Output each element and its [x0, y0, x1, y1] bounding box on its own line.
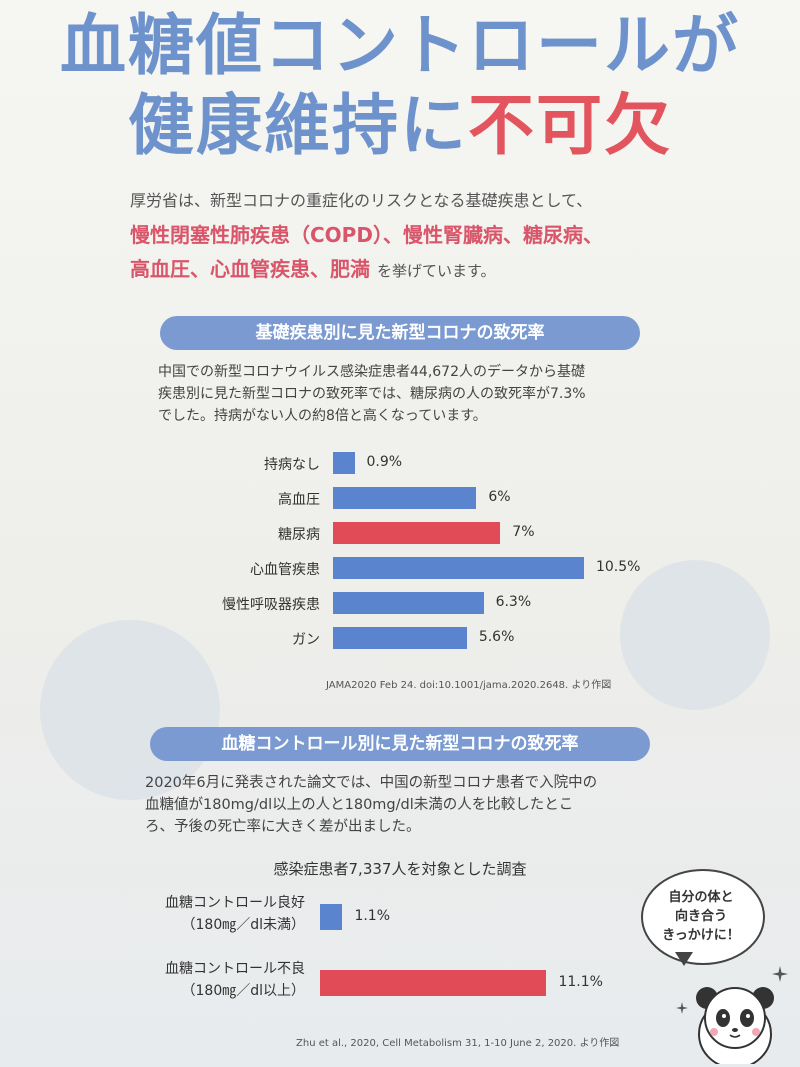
section2-para-line-2: 血糖値が180mg/dl以上の人と180mg/dl未満の人を比較したとこ	[145, 797, 574, 813]
chart-category-label: 血糖コントロール不良 （180㎎／dl以上）	[45, 958, 305, 1002]
speech-bubble	[641, 869, 765, 965]
section1-heading-text: 基礎疾患別に見た新型コロナの致死率	[255, 323, 545, 343]
sparkle-icon	[772, 966, 788, 982]
title-line-2: 健康維持に不可欠	[0, 86, 800, 166]
title-text-2-red: 不可欠	[468, 87, 672, 164]
section2-paragraph: 2020年6月に発表された論文では、中国の新型コロナ患者で入院中の 血糖値が18…	[145, 772, 685, 838]
chart-value-label: 1.1%	[354, 908, 391, 924]
intro-diseases-2: 高血圧、心血管疾患、肥満 を挙げています。	[130, 252, 750, 288]
chart2-title-text: 感染症患者7,337人を対象とした調査	[273, 860, 527, 878]
title-text-2-blue: 健康維持に	[128, 87, 468, 164]
chart-value-label: 0.9%	[366, 454, 403, 470]
section2-heading: 血糖コントロール別に見た新型コロナの致死率	[150, 727, 650, 761]
section1-para-line-2: 疾患別に見た新型コロナの致死率では、糖尿病の人の致死率が7.3%	[158, 386, 586, 402]
title-text-1: 血糖値コントロールが	[60, 7, 740, 84]
chart-bar	[333, 487, 477, 509]
chart-value-label: 7%	[512, 524, 535, 540]
intro-em-line-2: 高血圧、心血管疾患、肥満	[130, 257, 370, 281]
background-blob	[620, 560, 770, 710]
chart-category-label: 慢性呼吸器疾患	[222, 597, 320, 613]
chart-category-sublabel: （180㎎／dl未満）	[181, 917, 306, 933]
chart-bar	[333, 592, 484, 614]
section1-para-line-3: でした。持病がない人の約8倍と高くなっています。	[158, 408, 487, 424]
bubble-line-1: 自分の体と	[668, 890, 734, 905]
chart-bar	[333, 627, 467, 649]
chart-category-label: 心血管疾患	[250, 562, 320, 578]
chart-bar	[320, 904, 343, 930]
chart-bar	[333, 452, 355, 474]
section2-para-line-3: ろ、予後の死亡率に大きく差が出ました。	[145, 819, 421, 835]
intro-em-line-1: 慢性閉塞性肺疾患（COPD）、慢性腎臓病、糖尿病、	[130, 223, 603, 247]
chart1-source-text: JAMA2020 Feb 24. doi:10.1001/jama.2020.2…	[326, 680, 612, 691]
chart2-source: Zhu et al., 2020, Cell Metabolism 31, 1-…	[296, 1034, 619, 1049]
chart-category-name: 血糖コントロール良好	[165, 895, 305, 911]
chart-bar	[320, 970, 547, 996]
chart-value-label: 5.6%	[478, 629, 515, 645]
section1-heading: 基礎疾患別に見た新型コロナの致死率	[160, 316, 640, 350]
panda-mascot-icon	[696, 987, 774, 1064]
section1-paragraph: 中国での新型コロナウイルス感染症患者44,672人のデータから基礎 疾患別に見た…	[158, 361, 678, 427]
chart-category-label: 糖尿病	[278, 527, 320, 543]
chart-category-label: 持病なし	[264, 457, 320, 473]
chart1-source: JAMA2020 Feb 24. doi:10.1001/jama.2020.2…	[326, 676, 611, 691]
chart2-title: 感染症患者7,337人を対象とした調査	[0, 858, 800, 879]
chart-category-label: 高血圧	[278, 492, 320, 508]
title-line-1: 血糖値コントロールが	[0, 6, 800, 86]
chart-bar	[333, 522, 501, 544]
chart-category-label: 血糖コントロール良好 （180㎎／dl未満）	[45, 892, 305, 936]
chart-category-label: ガン	[292, 632, 320, 648]
section1-para-line-1: 中国での新型コロナウイルス感染症患者44,672人のデータから基礎	[158, 364, 585, 380]
intro-line-1: 厚労省は、新型コロナの重症化のリスクとなる基礎疾患として、	[130, 191, 593, 210]
section2-heading-text: 血糖コントロール別に見た新型コロナの致死率	[221, 734, 579, 754]
chart2-source-text: Zhu et al., 2020, Cell Metabolism 31, 1-…	[296, 1038, 620, 1049]
sparkle-icon	[676, 1002, 688, 1014]
chart-category-name: 血糖コントロール不良	[165, 961, 305, 977]
chart-value-label: 10.5%	[595, 559, 641, 575]
bubble-line-2: 向き合う	[674, 909, 727, 924]
bubble-line-3: きっかけに！	[662, 928, 740, 943]
section2-para-line-1: 2020年6月に発表された論文では、中国の新型コロナ患者で入院中の	[145, 775, 598, 791]
chart-value-label: 6%	[488, 489, 511, 505]
background-blob	[40, 620, 220, 800]
intro-text: 厚労省は、新型コロナの重症化のリスクとなる基礎疾患として、	[130, 186, 730, 216]
chart-value-label: 6.3%	[495, 594, 532, 610]
speech-bubble-text: 自分の体と 向き合う きっかけに！	[648, 888, 754, 945]
chart-category-sublabel: （180㎎／dl以上）	[181, 983, 306, 999]
speech-bubble-tail	[675, 952, 693, 966]
intro-tail: を挙げています。	[376, 262, 496, 280]
chart-value-label: 11.1%	[558, 974, 603, 990]
chart-bar	[333, 557, 584, 579]
intro-diseases-1: 慢性閉塞性肺疾患（COPD）、慢性腎臓病、糖尿病、	[130, 218, 750, 252]
